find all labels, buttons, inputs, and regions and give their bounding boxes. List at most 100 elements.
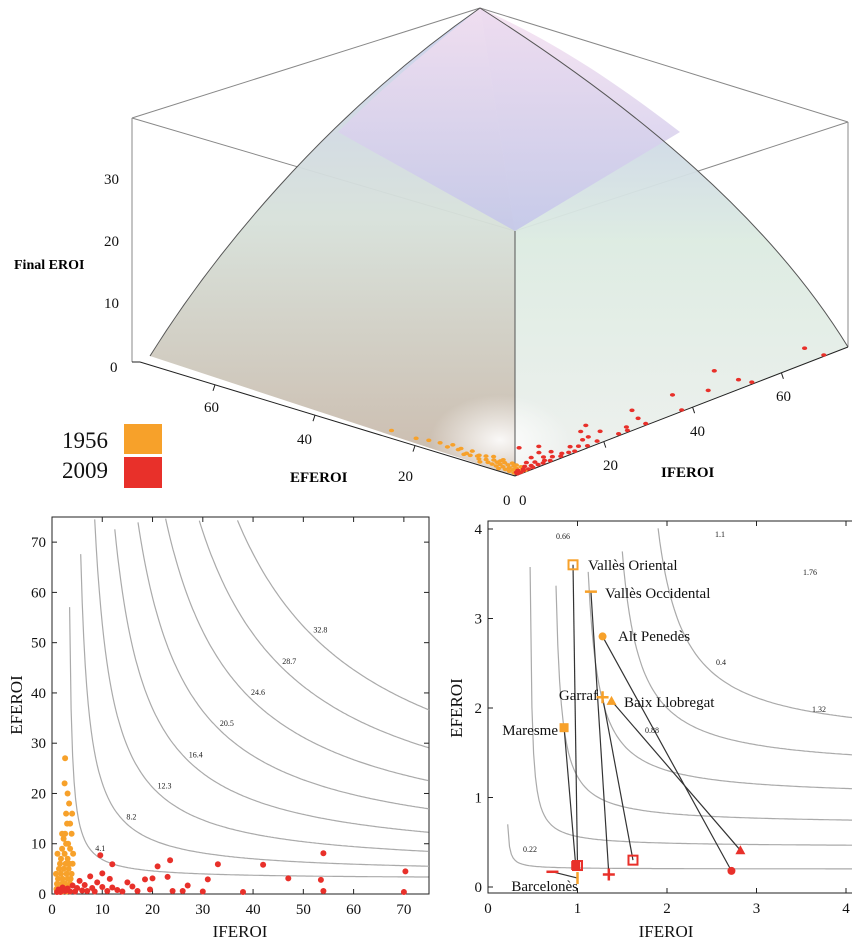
region-labels: Vallès Oriental Vallès Occidental Alt Pene… — [502, 558, 715, 895]
surface-point-2009 — [584, 444, 591, 448]
surface-point-2009 — [624, 428, 631, 433]
point-2009 — [240, 889, 246, 895]
surface-point-2009 — [821, 353, 827, 357]
surface-point-2009 — [575, 444, 582, 449]
x-tick-label: 40 — [246, 902, 261, 918]
y-tick-label: 1 — [475, 791, 483, 807]
x-tick-label: 70 — [396, 902, 411, 918]
surface-point-1956 — [506, 469, 512, 474]
x-tick-label: 50 — [296, 902, 311, 918]
contour-line — [657, 528, 852, 719]
point-2009 — [402, 868, 409, 875]
marker-2009 — [727, 866, 736, 875]
point-2009 — [142, 876, 148, 883]
surface-point-1956 — [497, 459, 504, 463]
z-tick-30: 30 — [104, 172, 119, 188]
surface-point-2009 — [597, 429, 603, 434]
surface-point-1956 — [509, 461, 515, 466]
y-axis-label-3d: IFEROI — [661, 465, 715, 481]
marker-1956 — [559, 723, 569, 733]
x-tick-0: 0 — [503, 493, 511, 509]
point-1956 — [66, 800, 73, 807]
ticks-right: 0 1 2 3 4 0 1 2 3 4 — [475, 521, 850, 917]
point-2009 — [164, 873, 171, 880]
floor-ticks — [212, 372, 784, 452]
surface-point-2009 — [547, 458, 553, 463]
contour-label: 1.1 — [715, 530, 725, 539]
point-2009 — [76, 877, 83, 884]
x-tick-label: 60 — [346, 902, 361, 918]
y-axis-label-left: EFEROI — [7, 675, 26, 735]
y-tick-label: 40 — [31, 686, 46, 702]
legend-label-2009: 2009 — [62, 458, 108, 483]
marker-2009 — [602, 868, 615, 881]
surface-point-1956 — [450, 443, 456, 447]
legend-label-1956: 1956 — [62, 428, 108, 453]
region-links — [552, 564, 741, 879]
region-label: Barcelonès — [511, 879, 578, 895]
point-2009 — [320, 888, 327, 894]
x-tick-label: 20 — [145, 902, 160, 918]
surface-point-2009 — [567, 444, 573, 449]
surface-point-2009 — [629, 408, 635, 413]
contour-line — [80, 554, 429, 867]
y-tick-60: 60 — [776, 389, 791, 405]
point-1956 — [63, 870, 70, 877]
point-2009 — [54, 889, 60, 895]
surface-point-2009 — [559, 451, 565, 456]
surface-point-2009 — [535, 462, 541, 467]
point-2009 — [106, 875, 113, 882]
point-2009 — [109, 861, 116, 868]
surface-point-2009 — [580, 438, 586, 442]
point-1956 — [62, 755, 69, 762]
surface-point-1956 — [474, 454, 480, 458]
point-2009 — [99, 870, 106, 877]
point-1956 — [54, 850, 61, 857]
surface-point-2009 — [594, 439, 600, 443]
surface-point-1956 — [496, 466, 502, 471]
surface-point-1956 — [489, 462, 495, 466]
point-2009 — [134, 888, 141, 894]
point-2009 — [94, 879, 101, 886]
y-tick-label: 70 — [31, 535, 46, 551]
plot-frame-left — [51, 516, 430, 895]
y-tick-0: 0 — [519, 493, 527, 509]
x-axis-label-left: IFEROI — [213, 922, 268, 941]
point-1956 — [61, 780, 68, 787]
surface-point-2009 — [643, 421, 649, 426]
plot-frame-right — [487, 520, 852, 894]
point-2009 — [104, 888, 111, 894]
marker-1956 — [598, 632, 607, 641]
z-tick-10: 10 — [104, 296, 119, 312]
surface-point-2009 — [540, 461, 546, 465]
z-tick-20: 20 — [104, 234, 119, 250]
surface-point-2009 — [572, 449, 578, 454]
x-tick-label: 4 — [842, 901, 850, 917]
contour-line — [198, 520, 429, 749]
surface-point-1956 — [437, 441, 443, 445]
point-1956 — [59, 875, 66, 882]
surface-point-2009 — [516, 446, 522, 450]
contour-line — [165, 518, 429, 782]
scatter-panel-left: 4.1 8.2 12.3 16.4 20.5 24.6 28.7 32.8 0 10 20 30 40… — [7, 516, 430, 941]
contour-line — [69, 607, 429, 878]
contour-line — [621, 551, 852, 756]
point-2009 — [320, 850, 327, 857]
contour-label: 0.88 — [645, 726, 659, 735]
surface-point-1956 — [461, 452, 467, 457]
point-2009 — [149, 875, 156, 882]
point-1956 — [60, 865, 67, 872]
y-tick-label: 4 — [475, 522, 483, 538]
marker-2009 — [627, 854, 639, 866]
surface-point-2009 — [548, 449, 554, 454]
point-1956 — [63, 810, 70, 817]
surface-point-2009 — [623, 425, 630, 429]
region-label: Garraf — [559, 688, 598, 704]
surface-point-1956 — [485, 460, 491, 465]
point-2009 — [97, 852, 104, 859]
contour-label: 16.4 — [189, 750, 203, 759]
surface-point-1956 — [467, 453, 473, 458]
region-label: Maresme — [502, 723, 558, 739]
surface-point-2009 — [679, 408, 685, 412]
